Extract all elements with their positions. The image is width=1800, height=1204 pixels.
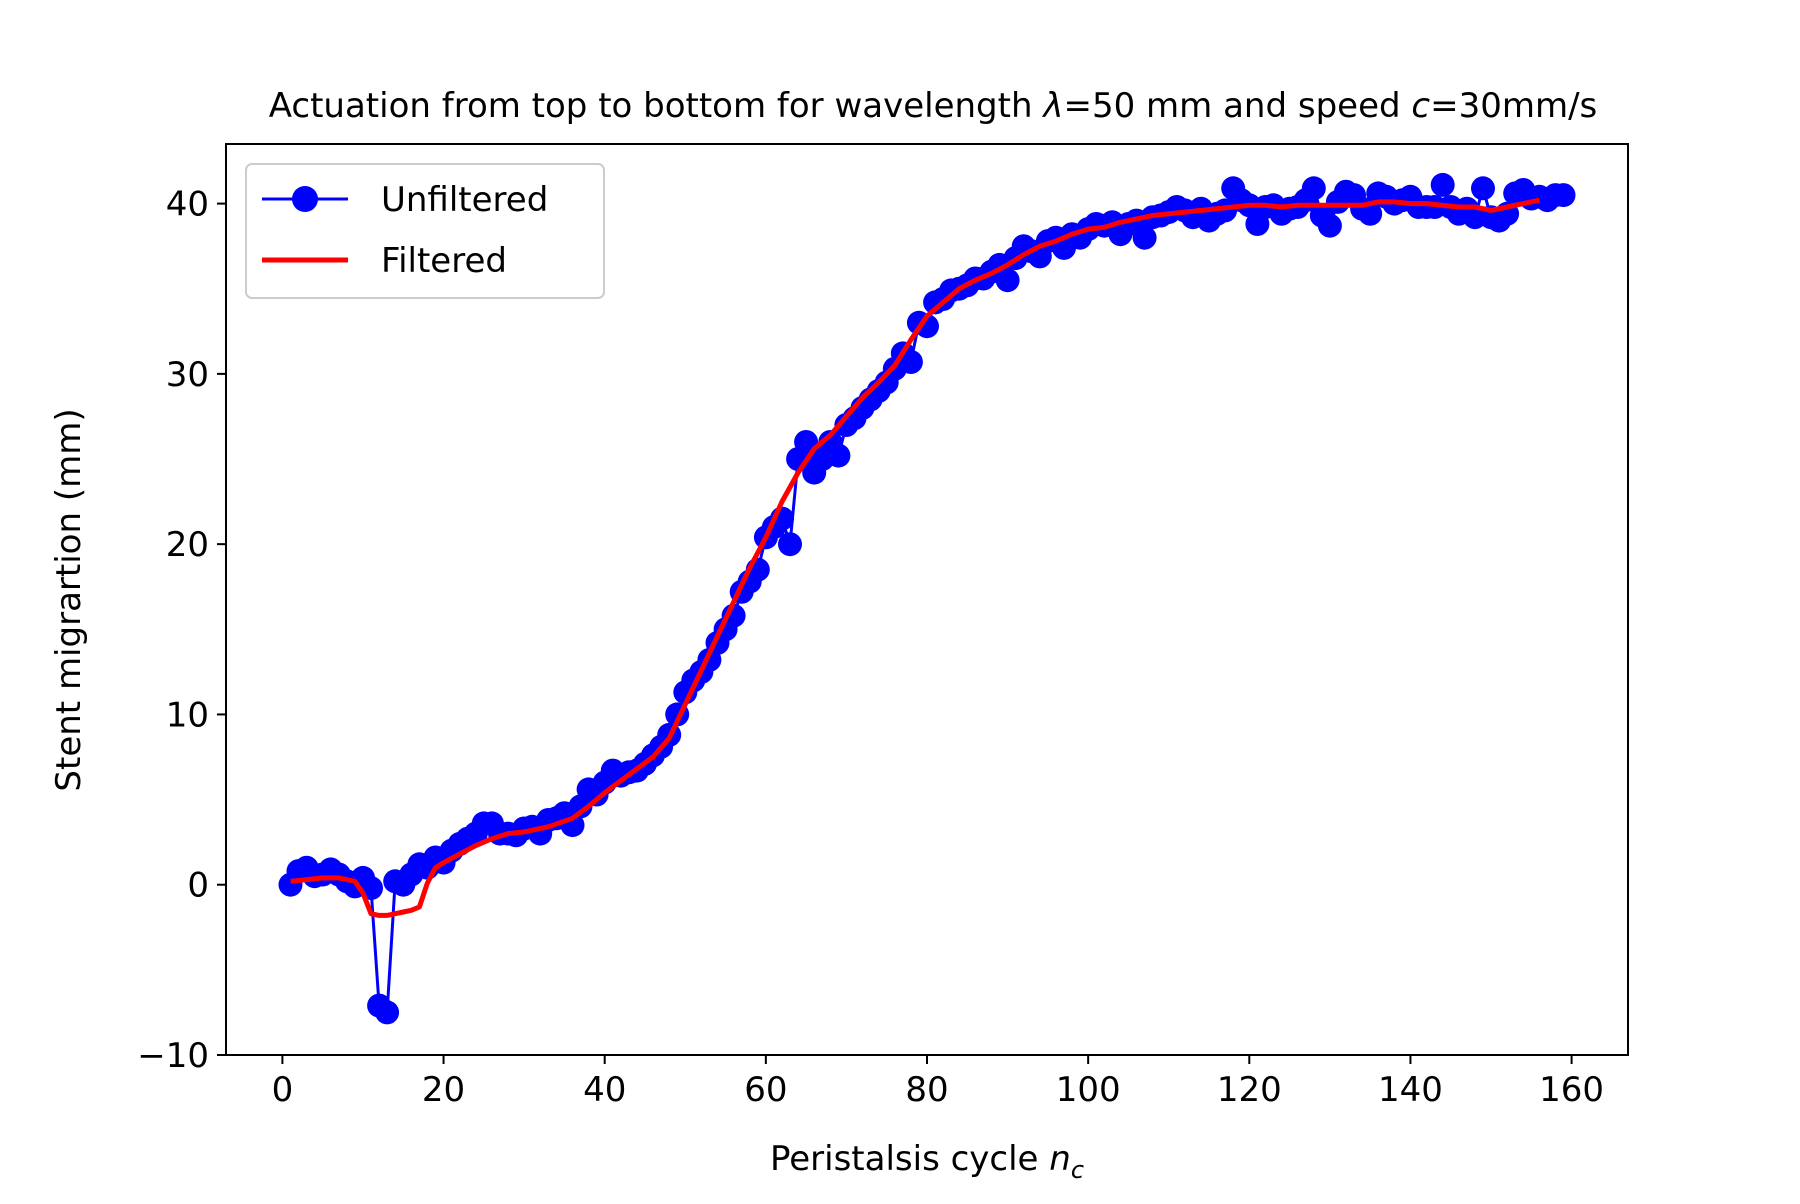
x-tick-label: 20	[422, 1070, 465, 1110]
data-point-unfiltered	[1317, 213, 1342, 238]
data-point-unfiltered	[826, 443, 851, 468]
x-tick-label: 140	[1378, 1070, 1443, 1110]
series-line-filtered	[290, 197, 1540, 918]
data-point-unfiltered	[1430, 172, 1455, 197]
x-tick-label: 40	[583, 1070, 626, 1110]
y-tick-label: 10	[166, 695, 209, 735]
y-axis: −10 0 10 20 30 40	[137, 185, 226, 1076]
data-point-unfiltered	[1471, 176, 1495, 201]
data-point-unfiltered	[1301, 176, 1326, 201]
x-tick-label: 80	[905, 1070, 948, 1110]
y-axis-label: Stent migrartion (mm)	[49, 408, 89, 791]
x-tick-label: 160	[1539, 1070, 1604, 1110]
y-tick-label: −10	[137, 1036, 209, 1076]
data-point-unfiltered	[898, 350, 923, 374]
legend-unfiltered-marker	[292, 186, 318, 212]
x-axis-label: Peristalsis cycle nc	[770, 1139, 1084, 1184]
data-point-unfiltered	[778, 532, 802, 557]
chart-title: Actuation from top to bottom for wavelen…	[269, 86, 1598, 126]
legend: Unfiltered Filtered	[245, 163, 605, 299]
legend-filtered-label: Filtered	[381, 241, 507, 281]
y-tick-label: 30	[166, 355, 209, 395]
series-layer	[278, 172, 1576, 1025]
y-tick-label: 40	[166, 185, 209, 225]
data-point-unfiltered	[915, 314, 939, 339]
y-tick-label: 0	[187, 866, 209, 906]
data-point-unfiltered	[1551, 183, 1576, 208]
x-tick-label: 60	[744, 1070, 787, 1110]
x-axis: 0 20 40 60 80 100 120 140 160	[272, 1055, 1604, 1110]
x-tick-label: 100	[1056, 1070, 1121, 1110]
y-tick-label: 20	[166, 525, 209, 565]
data-point-unfiltered	[1132, 225, 1157, 250]
data-point-unfiltered	[375, 1000, 400, 1025]
x-tick-label: 0	[272, 1070, 294, 1110]
x-tick-label: 120	[1217, 1070, 1282, 1110]
data-point-unfiltered	[995, 268, 1020, 293]
data-point-unfiltered	[1358, 201, 1383, 226]
legend-unfiltered-label: Unfiltered	[381, 180, 548, 220]
